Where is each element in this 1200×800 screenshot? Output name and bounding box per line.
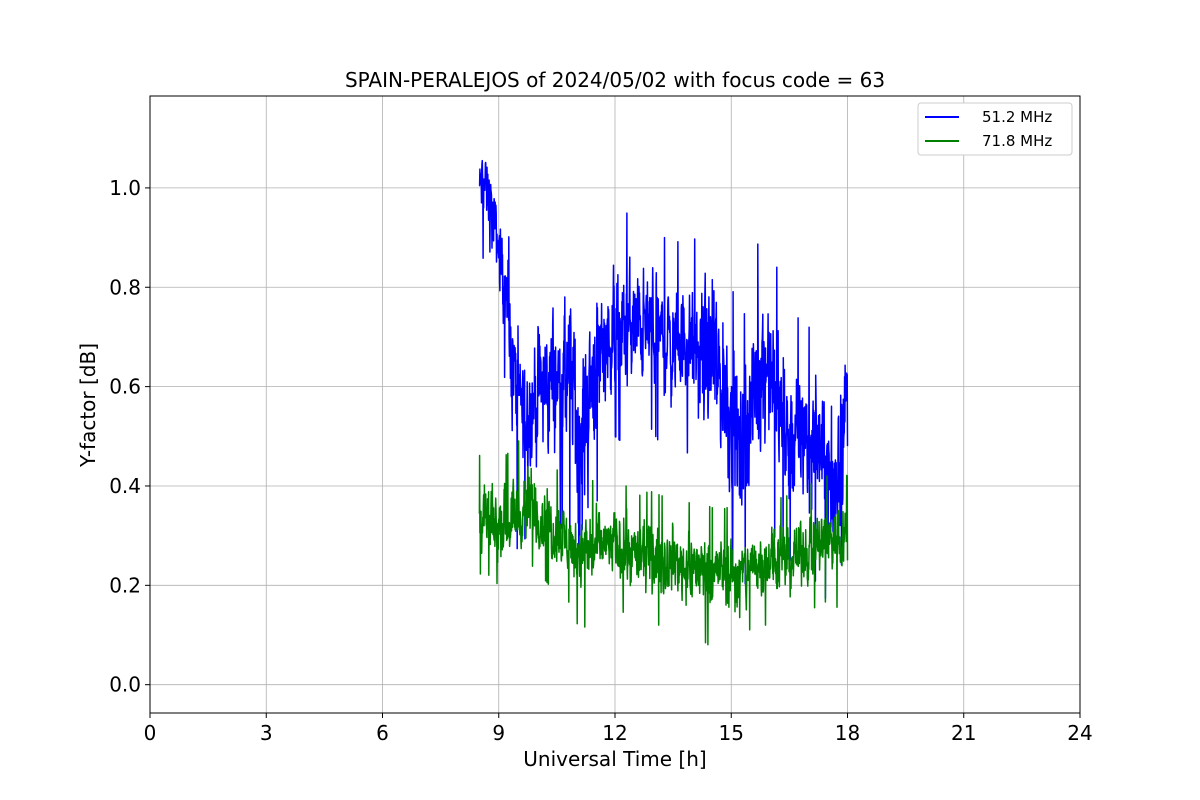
series-line-1 [478,440,849,646]
x-axis: 0 3 6 9 12 15 18 21 24 [144,713,1093,745]
chart-title: SPAIN-PERALEJOS of 2024/05/02 with focus… [345,68,885,92]
x-tick-label: 9 [492,721,505,745]
y-tick-label: 0.2 [109,573,141,597]
legend-label-71mhz: 71.8 MHz [982,132,1052,150]
y-tick-label: 0.4 [109,474,141,498]
legend-label-51mhz: 51.2 MHz [982,108,1052,126]
x-tick-label: 12 [602,721,627,745]
x-tick-label: 18 [835,721,860,745]
y-tick-label: 0.8 [109,275,141,299]
x-tick-label: 3 [260,721,273,745]
legend: 51.2 MHz 71.8 MHz [917,102,1073,156]
x-axis-label: Universal Time [h] [523,747,706,771]
x-tick-label: 21 [951,721,976,745]
y-axis-label: Y-factor [dB] [76,343,100,468]
y-tick-label: 0.6 [109,375,141,399]
x-tick-label: 24 [1067,721,1092,745]
y-tick-label: 0.0 [109,673,141,697]
x-tick-label: 0 [144,721,157,745]
y-tick-label: 1.0 [109,176,141,200]
series-line-0 [478,159,849,599]
y-axis: 0.0 0.2 0.4 0.6 0.8 1.0 [109,176,150,697]
x-tick-label: 6 [376,721,389,745]
plot-series [478,159,849,646]
x-tick-label: 15 [719,721,744,745]
